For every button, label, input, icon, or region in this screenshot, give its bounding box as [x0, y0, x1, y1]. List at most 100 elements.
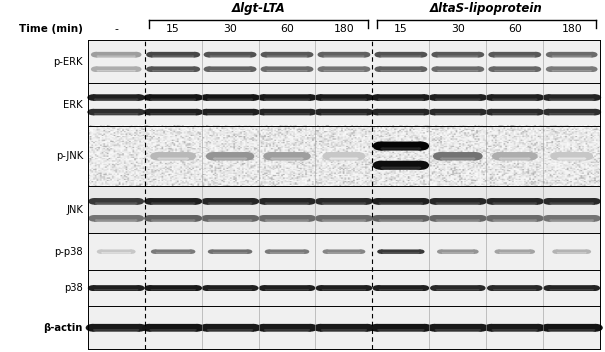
Ellipse shape — [307, 329, 310, 331]
Ellipse shape — [97, 56, 99, 57]
Ellipse shape — [361, 324, 374, 332]
Ellipse shape — [533, 70, 535, 71]
Ellipse shape — [134, 56, 136, 57]
Ellipse shape — [194, 289, 196, 290]
Ellipse shape — [307, 99, 310, 100]
Ellipse shape — [533, 56, 535, 57]
FancyBboxPatch shape — [437, 202, 479, 204]
Ellipse shape — [534, 289, 537, 290]
FancyBboxPatch shape — [434, 215, 481, 222]
Ellipse shape — [592, 99, 595, 100]
Ellipse shape — [589, 198, 601, 205]
Ellipse shape — [192, 285, 202, 291]
Ellipse shape — [263, 152, 278, 161]
Ellipse shape — [265, 289, 267, 290]
Ellipse shape — [208, 289, 211, 290]
Ellipse shape — [136, 329, 139, 331]
Ellipse shape — [151, 250, 159, 254]
Text: 15: 15 — [394, 24, 408, 34]
Ellipse shape — [306, 70, 308, 71]
Ellipse shape — [428, 109, 439, 115]
Ellipse shape — [207, 113, 210, 115]
FancyBboxPatch shape — [376, 324, 425, 332]
FancyBboxPatch shape — [323, 202, 365, 204]
FancyBboxPatch shape — [151, 52, 195, 57]
Text: -: - — [114, 24, 118, 34]
Ellipse shape — [436, 219, 438, 221]
Ellipse shape — [97, 250, 104, 254]
Ellipse shape — [307, 202, 309, 204]
Ellipse shape — [208, 250, 215, 254]
FancyBboxPatch shape — [153, 70, 193, 71]
Ellipse shape — [372, 215, 383, 222]
FancyBboxPatch shape — [208, 99, 252, 100]
Ellipse shape — [429, 215, 440, 222]
FancyBboxPatch shape — [151, 329, 195, 331]
Bar — [258, 186, 315, 233]
FancyBboxPatch shape — [548, 215, 595, 222]
Ellipse shape — [532, 215, 544, 222]
Ellipse shape — [306, 109, 317, 115]
Ellipse shape — [144, 198, 155, 205]
Ellipse shape — [95, 202, 97, 204]
Ellipse shape — [143, 94, 154, 101]
Ellipse shape — [549, 99, 552, 100]
Ellipse shape — [419, 109, 431, 115]
Bar — [145, 40, 201, 83]
FancyBboxPatch shape — [382, 166, 419, 169]
FancyBboxPatch shape — [553, 70, 590, 71]
Ellipse shape — [135, 202, 137, 204]
Ellipse shape — [475, 52, 484, 57]
Ellipse shape — [94, 113, 97, 115]
FancyBboxPatch shape — [551, 289, 593, 290]
FancyBboxPatch shape — [272, 158, 302, 160]
Ellipse shape — [143, 109, 154, 115]
Ellipse shape — [191, 324, 204, 332]
Ellipse shape — [535, 329, 538, 331]
FancyBboxPatch shape — [93, 109, 140, 115]
FancyBboxPatch shape — [499, 152, 531, 161]
Ellipse shape — [213, 158, 217, 160]
Ellipse shape — [485, 94, 496, 101]
Ellipse shape — [362, 56, 365, 57]
Ellipse shape — [419, 94, 431, 101]
Ellipse shape — [204, 52, 213, 57]
FancyBboxPatch shape — [152, 219, 194, 221]
FancyBboxPatch shape — [548, 109, 595, 115]
Ellipse shape — [318, 67, 327, 72]
FancyBboxPatch shape — [214, 252, 247, 253]
Ellipse shape — [433, 152, 447, 161]
Ellipse shape — [477, 219, 480, 221]
Ellipse shape — [93, 329, 96, 331]
Ellipse shape — [240, 152, 254, 161]
FancyBboxPatch shape — [149, 285, 197, 291]
Ellipse shape — [246, 252, 247, 253]
Ellipse shape — [487, 285, 497, 291]
Ellipse shape — [557, 252, 558, 253]
FancyBboxPatch shape — [556, 250, 587, 254]
Bar — [315, 40, 373, 83]
Ellipse shape — [88, 198, 100, 205]
FancyBboxPatch shape — [491, 324, 538, 332]
FancyBboxPatch shape — [322, 52, 365, 57]
FancyBboxPatch shape — [206, 109, 254, 115]
FancyBboxPatch shape — [551, 219, 593, 221]
Ellipse shape — [134, 70, 136, 71]
Bar — [88, 270, 145, 306]
Ellipse shape — [476, 285, 486, 291]
Ellipse shape — [88, 215, 100, 222]
FancyBboxPatch shape — [150, 215, 197, 222]
FancyBboxPatch shape — [264, 215, 310, 222]
FancyBboxPatch shape — [94, 329, 138, 331]
Ellipse shape — [321, 99, 324, 100]
Ellipse shape — [435, 113, 437, 115]
FancyBboxPatch shape — [102, 252, 130, 253]
FancyBboxPatch shape — [263, 94, 311, 101]
Ellipse shape — [372, 198, 383, 205]
FancyBboxPatch shape — [263, 109, 311, 115]
Ellipse shape — [528, 250, 535, 254]
FancyBboxPatch shape — [324, 56, 364, 57]
Ellipse shape — [151, 289, 153, 290]
Ellipse shape — [431, 67, 441, 72]
FancyBboxPatch shape — [265, 113, 309, 115]
